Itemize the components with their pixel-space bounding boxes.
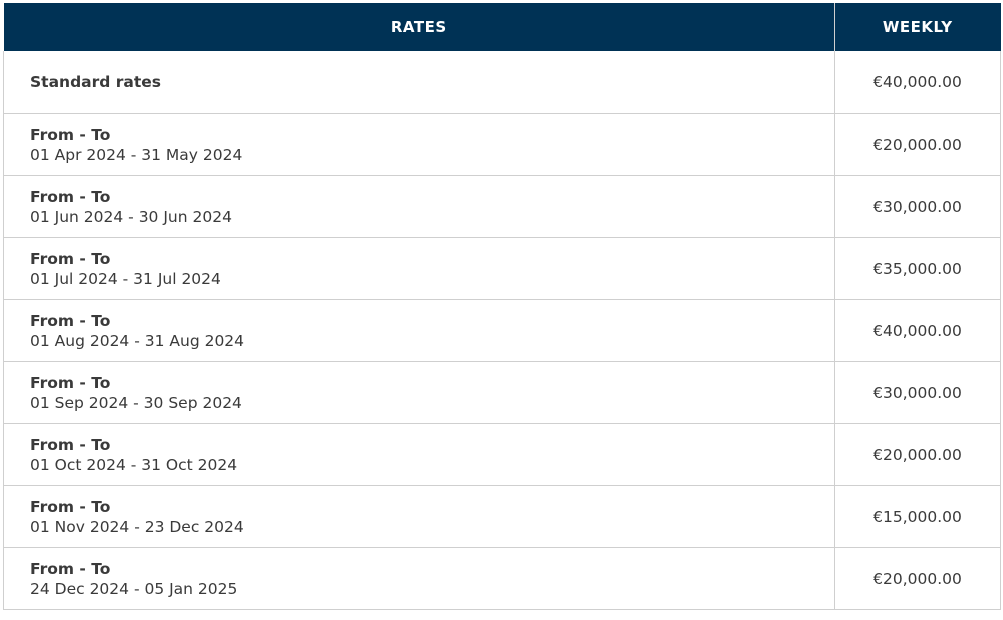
period-dates: 01 Jul 2024 - 31 Jul 2024 xyxy=(30,269,221,288)
period-label: From - To xyxy=(30,559,111,578)
period-dates: 01 Nov 2024 - 23 Dec 2024 xyxy=(30,517,244,536)
standard-rates-label: Standard rates xyxy=(30,73,162,91)
rates-table: RATES WEEKLY Standard rates €40,000.00 F… xyxy=(3,3,1001,610)
period-price: €20,000.00 xyxy=(834,423,1001,486)
weekly-column-header: WEEKLY xyxy=(834,3,1001,51)
period-label: From - To xyxy=(30,187,111,206)
table-row: From - To 01 Sep 2024 - 30 Sep 2024 €30,… xyxy=(3,361,1001,424)
period-price: €40,000.00 xyxy=(834,299,1001,362)
period-dates: 01 Oct 2024 - 31 Oct 2024 xyxy=(30,455,238,474)
period-label-cell: From - To 01 Sep 2024 - 30 Sep 2024 xyxy=(3,361,835,424)
period-label-cell: From - To 01 Oct 2024 - 31 Oct 2024 xyxy=(3,423,835,486)
period-price: €20,000.00 xyxy=(834,113,1001,176)
period-price: €30,000.00 xyxy=(834,361,1001,424)
rates-column-header: RATES xyxy=(3,3,835,51)
table-row: From - To 01 Jun 2024 - 30 Jun 2024 €30,… xyxy=(3,175,1001,238)
rates-table-body: Standard rates €40,000.00 From - To 01 A… xyxy=(3,51,1001,610)
period-price: €30,000.00 xyxy=(834,175,1001,238)
period-label-cell: From - To 01 Nov 2024 - 23 Dec 2024 xyxy=(3,485,835,548)
period-label: From - To xyxy=(30,249,111,268)
table-row: From - To 01 Apr 2024 - 31 May 2024 €20,… xyxy=(3,113,1001,176)
period-price: €20,000.00 xyxy=(834,547,1001,610)
period-label-cell: From - To 01 Jun 2024 - 30 Jun 2024 xyxy=(3,175,835,238)
table-row-standard-rates: Standard rates €40,000.00 xyxy=(3,51,1001,114)
period-label-cell: From - To 01 Jul 2024 - 31 Jul 2024 xyxy=(3,237,835,300)
table-row: From - To 01 Aug 2024 - 31 Aug 2024 €40,… xyxy=(3,299,1001,362)
table-row: From - To 01 Nov 2024 - 23 Dec 2024 €15,… xyxy=(3,485,1001,548)
period-dates: 01 Aug 2024 - 31 Aug 2024 xyxy=(30,331,245,350)
standard-rates-label-cell: Standard rates xyxy=(3,51,835,114)
period-price: €35,000.00 xyxy=(834,237,1001,300)
table-row: From - To 01 Oct 2024 - 31 Oct 2024 €20,… xyxy=(3,423,1001,486)
period-label: From - To xyxy=(30,497,111,516)
period-dates: 24 Dec 2024 - 05 Jan 2025 xyxy=(30,579,238,598)
period-label: From - To xyxy=(30,373,111,392)
period-label: From - To xyxy=(30,125,111,144)
standard-rates-price: €40,000.00 xyxy=(834,51,1001,114)
header-row: RATES WEEKLY xyxy=(3,3,1001,51)
period-label-cell: From - To 01 Apr 2024 - 31 May 2024 xyxy=(3,113,835,176)
period-price: €15,000.00 xyxy=(834,485,1001,548)
rates-table-header: RATES WEEKLY xyxy=(3,3,1001,51)
period-label: From - To xyxy=(30,435,111,454)
table-row: From - To 24 Dec 2024 - 05 Jan 2025 €20,… xyxy=(3,547,1001,610)
period-label: From - To xyxy=(30,311,111,330)
period-dates: 01 Sep 2024 - 30 Sep 2024 xyxy=(30,393,242,412)
period-label-cell: From - To 01 Aug 2024 - 31 Aug 2024 xyxy=(3,299,835,362)
table-row: From - To 01 Jul 2024 - 31 Jul 2024 €35,… xyxy=(3,237,1001,300)
period-label-cell: From - To 24 Dec 2024 - 05 Jan 2025 xyxy=(3,547,835,610)
period-dates: 01 Jun 2024 - 30 Jun 2024 xyxy=(30,207,232,226)
period-dates: 01 Apr 2024 - 31 May 2024 xyxy=(30,145,243,164)
